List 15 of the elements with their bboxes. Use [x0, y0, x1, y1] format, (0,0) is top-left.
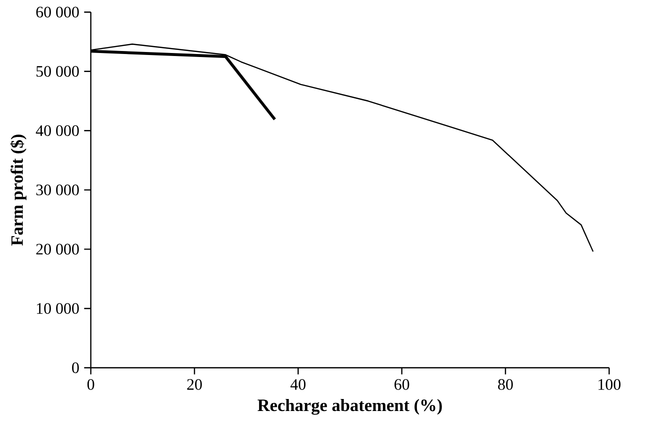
y-tick-label: 10 000: [36, 303, 79, 314]
x-tick-label: 20: [187, 379, 202, 390]
y-tick-label: 0: [72, 362, 79, 374]
y-tick-label: 50 000: [36, 66, 79, 77]
y-tick-label: 30 000: [36, 184, 79, 196]
x-tick-label: 40: [290, 379, 306, 390]
x-axis-title: Recharge abatement (%): [258, 399, 442, 415]
x-tick-label: 0: [87, 379, 94, 390]
y-tick-label: 60 000: [36, 6, 79, 18]
y-axis-title: Farm profit ($): [10, 134, 26, 246]
y-tick-label: 20 000: [36, 244, 79, 255]
x-tick-label: 80: [498, 379, 513, 390]
y-tick-label: 40 000: [36, 125, 79, 136]
x-tick-label: 100: [598, 379, 620, 390]
x-tick-label: 60: [394, 379, 410, 390]
